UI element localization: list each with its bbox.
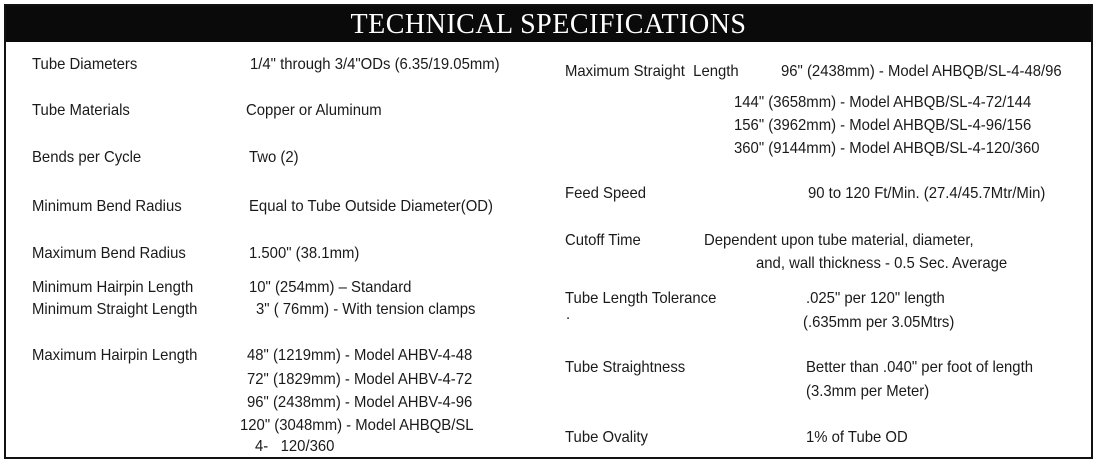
spec-value-max-bend-radius: 1.500" (38.1mm) bbox=[249, 245, 360, 262]
spec-value-max-straight-length-2: 144" (3658mm) - Model AHBQB/SL-4-72/144 bbox=[734, 94, 1032, 111]
title-bar: TECHNICAL SPECIFICATIONS bbox=[6, 6, 1091, 42]
spec-value-bends-per-cycle: Two (2) bbox=[249, 149, 299, 166]
spec-label-min-straight-length: Minimum Straight Length bbox=[32, 301, 198, 318]
spec-value-max-hairpin-length-3: 96" (2438mm) - Model AHBV-4-96 bbox=[247, 394, 473, 411]
spec-label-cutoff-time: Cutoff Time bbox=[565, 232, 641, 249]
spec-value-max-hairpin-length-4: 120" (3048mm) - Model AHBQB/SL bbox=[240, 417, 474, 434]
spec-value-tube-ovality: 1% of Tube OD bbox=[806, 429, 908, 446]
spec-label-tube-diameters: Tube Diameters bbox=[32, 56, 138, 73]
spec-label-max-straight-length: Maximum Straight Length bbox=[565, 63, 739, 80]
spec-value-max-hairpin-length-1: 48" (1219mm) - Model AHBV-4-48 bbox=[247, 347, 473, 364]
spec-label-tube-length-tolerance: Tube Length Tolerance bbox=[565, 290, 717, 307]
spec-value-max-hairpin-length-2: 72" (1829mm) - Model AHBV-4-72 bbox=[247, 371, 473, 388]
spec-label-bends-per-cycle: Bends per Cycle bbox=[32, 149, 142, 166]
spec-label-feed-speed: Feed Speed bbox=[565, 185, 647, 202]
spec-value-tube-diameters: 1/4" through 3/4"ODs (6.35/19.05mm) bbox=[250, 56, 500, 73]
spec-value-max-straight-length-3: 156" (3962mm) - Model AHBQB/SL-4-96/156 bbox=[734, 117, 1032, 134]
spec-label-tube-straightness: Tube Straightness bbox=[565, 359, 686, 376]
spec-value-max-straight-length-1: 96" (2438mm) - Model AHBQB/SL-4-48/96 bbox=[781, 63, 1062, 80]
spec-label-tube-ovality: Tube Ovality bbox=[565, 429, 648, 446]
spec-value-tube-materials: Copper or Aluminum bbox=[246, 102, 382, 119]
spec-value-min-hairpin-length: 10" (254mm) – Standard bbox=[249, 279, 412, 296]
spec-value-min-straight-length: 3" ( 76mm) - With tension clamps bbox=[256, 301, 476, 318]
spec-label-max-bend-radius: Maximum Bend Radius bbox=[32, 245, 186, 262]
page-title: TECHNICAL SPECIFICATIONS bbox=[350, 9, 747, 40]
spec-value-cutoff-time-1: Dependent upon tube material, diameter, bbox=[704, 232, 974, 249]
spec-value-tube-straightness-2: (3.3mm per Meter) bbox=[806, 383, 930, 400]
spec-label-min-bend-radius: Minimum Bend Radius bbox=[32, 198, 182, 215]
spec-value-tube-straightness-1: Better than .040" per foot of length bbox=[806, 359, 1033, 376]
spec-label-tube-materials: Tube Materials bbox=[32, 102, 130, 119]
spec-value-tube-length-tolerance-1: .025" per 120" length bbox=[806, 290, 945, 307]
spec-value-tube-length-tolerance-2: (.635mm per 3.05Mtrs) bbox=[803, 314, 955, 331]
spec-value-feed-speed: 90 to 120 Ft/Min. (27.4/45.7Mtr/Min) bbox=[808, 185, 1046, 202]
spec-sheet-border bbox=[4, 4, 1093, 459]
spec-value-cutoff-time-2: and, wall thickness - 0.5 Sec. Average bbox=[756, 255, 1008, 272]
spec-value-max-straight-length-4: 360" (9144mm) - Model AHBQB/SL-4-120/360 bbox=[734, 140, 1040, 157]
spec-label-max-hairpin-length: Maximum Hairpin Length bbox=[32, 347, 198, 364]
spec-stray-mark: . bbox=[566, 306, 571, 323]
spec-label-min-hairpin-length: Minimum Hairpin Length bbox=[32, 279, 194, 296]
spec-value-max-hairpin-length-5: 4- 120/360 bbox=[255, 438, 335, 455]
spec-value-min-bend-radius: Equal to Tube Outside Diameter(OD) bbox=[249, 198, 493, 215]
